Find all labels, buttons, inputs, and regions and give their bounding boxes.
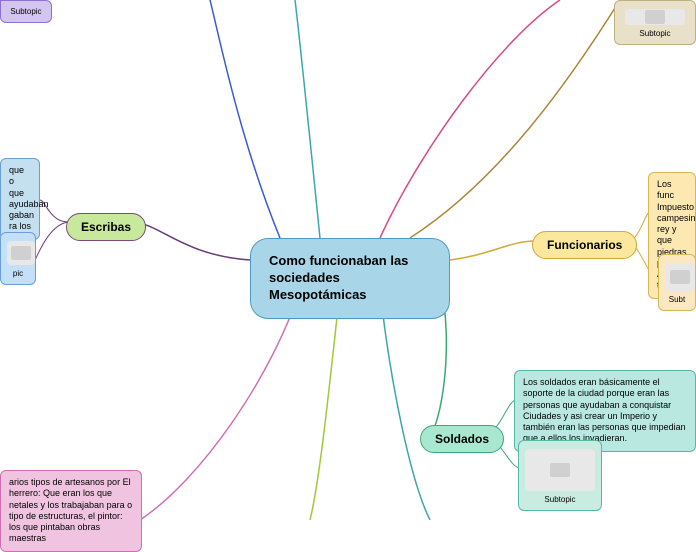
escribas-sub-label: pic: [13, 269, 23, 278]
escribas-label: Escribas: [81, 220, 131, 234]
soldados-label: Soldados: [435, 432, 489, 446]
soldados-subtopic[interactable]: Subtopic: [518, 440, 602, 511]
node-funcionarios[interactable]: Funcionarios: [532, 231, 637, 259]
escribas-text-content: que o que ayudaban gaban ra los: [9, 165, 49, 231]
top-left-sub-label: Subtopic: [10, 7, 41, 16]
escribas-textbox[interactable]: que o que ayudaban gaban ra los: [0, 158, 40, 240]
artesanos-textbox[interactable]: arios tipos de artesanos por El herrero:…: [0, 470, 142, 552]
central-node[interactable]: Como funcionaban las sociedades Mesopotá…: [250, 238, 450, 319]
placeholder-image-icon: [7, 241, 35, 265]
funcionarios-label: Funcionarios: [547, 238, 622, 252]
placeholder-image-icon: [665, 263, 695, 291]
top-left-subtopic[interactable]: Subtopic: [0, 0, 52, 23]
node-soldados[interactable]: Soldados: [420, 425, 504, 453]
funcionarios-sub-label: Subt: [669, 295, 685, 304]
top-right-sub-label: Subtopic: [639, 29, 670, 38]
funcionarios-subtopic[interactable]: Subt: [658, 254, 696, 311]
soldados-sub-label: Subtopic: [544, 495, 575, 504]
top-right-subtopic[interactable]: Subtopic: [614, 0, 696, 45]
soldados-text-content: Los soldados eran básicamente el soporte…: [523, 377, 686, 443]
node-escribas[interactable]: Escribas: [66, 213, 146, 241]
central-label: Como funcionaban las sociedades Mesopotá…: [269, 253, 408, 302]
escribas-subtopic[interactable]: pic: [0, 232, 36, 285]
artesanos-text-content: arios tipos de artesanos por El herrero:…: [9, 477, 132, 543]
placeholder-image-icon: [625, 9, 685, 25]
placeholder-image-icon: [525, 449, 595, 491]
